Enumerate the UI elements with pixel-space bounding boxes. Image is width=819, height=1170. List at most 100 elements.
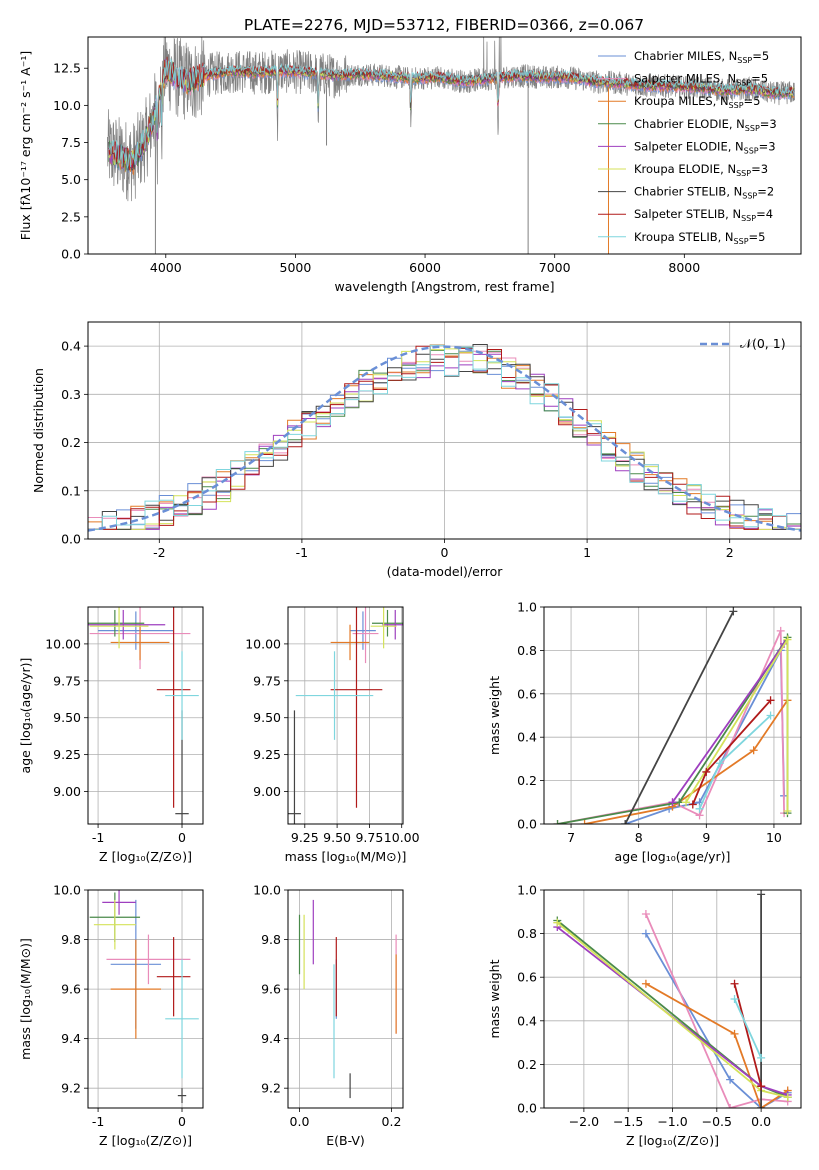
mass-weight-vs-age-plot-area — [553, 607, 792, 824]
model-spectrum-9 — [108, 57, 795, 170]
y-tick-label: 2.5 — [61, 209, 81, 224]
age-vs-z-plot-area — [88, 607, 199, 824]
weight-marker — [757, 1053, 766, 1062]
weight-marker — [641, 909, 650, 918]
x-tick-label: 8 — [635, 830, 643, 845]
x-tick-label: 2 — [726, 545, 734, 560]
weight-marker — [641, 929, 650, 938]
residual-histogram-9 — [88, 344, 801, 530]
mass-vs-z-panel: -1 0 9.2 9.4 9.6 9.8 10.0 Z [log₁₀(Z/Z⊙)] mass [… — [18, 883, 204, 1148]
legend-label-8: Salpeter STELIB, NSSP=4 — [634, 207, 773, 223]
mass-weight-vs-age-panel: 7 8 9 10 0.0 0.2 0.4 0.6 0.8 1.0 age [log₁₀(age/yr… — [487, 600, 802, 864]
y-tick-label: 9.00 — [253, 784, 281, 799]
weight-marker — [695, 804, 704, 813]
legend-label-2: Salpeter MILES, NSSP=5 — [634, 72, 768, 88]
legend-label-text: Kroupa ELODIE, N — [634, 162, 736, 176]
gaussian-curve — [88, 345, 801, 532]
legend-label-subscript: SSP — [741, 214, 756, 223]
axes-frame — [87, 606, 204, 825]
y-tick-label: 9.2 — [61, 1081, 81, 1096]
y-tick-label: 0.0 — [61, 532, 81, 547]
y-tick-label: 0.2 — [61, 435, 81, 450]
legend-label-subscript: SSP — [744, 146, 759, 155]
weight-marker — [715, 759, 724, 768]
x-axis-label: E(B-V) — [326, 1133, 365, 1148]
legend-label-count: =2 — [757, 185, 774, 199]
x-tick-label: 0.0 — [290, 1114, 310, 1129]
y-tick-label: 0.6 — [517, 970, 537, 985]
weight-line-5 — [671, 643, 785, 803]
y-tick-label: 10.0 — [53, 883, 81, 898]
weight-marker — [766, 711, 775, 720]
x-tick-label: −1.0 — [657, 1114, 687, 1129]
figure-title: PLATE=2276, MJD=53712, FIBERID=0366, z=0… — [244, 16, 644, 34]
x-axis-label: Z [log₁₀(Z/Z⊙)] — [626, 1133, 719, 1148]
legend-label-subscript: SSP — [736, 79, 751, 88]
weight-marker — [675, 798, 684, 807]
residual-histogram-2 — [88, 350, 801, 530]
mass-vs-ebv-panel: 0.0 0.2 9.2 9.4 9.6 9.8 10.0 E(B-V) — [253, 883, 404, 1148]
y-tick-label: 9.00 — [53, 784, 81, 799]
legend-label-text: Salpeter ELODIE, N — [634, 139, 744, 153]
x-axis-label: (data-model)/error — [387, 564, 504, 579]
legend-label-subscript: SSP — [737, 56, 752, 65]
legend-label-text: Salpeter MILES, N — [634, 72, 736, 86]
y-axis-label: mass [log₁₀(M/M⊙)] — [18, 938, 33, 1060]
legend-label-subscript: SSP — [734, 237, 749, 246]
legend-label-1: Chabrier MILES, NSSP=5 — [634, 49, 769, 65]
y-tick-label: 9.4 — [61, 1031, 81, 1046]
x-tick-label: 9.50 — [323, 830, 351, 845]
x-tick-label: 5000 — [280, 260, 312, 275]
x-tick-label: 9 — [702, 830, 710, 845]
legend-label-subscript: SSP — [736, 169, 751, 178]
x-tick-label: 1 — [583, 545, 591, 560]
legend-label-text: Chabrier MILES, N — [634, 49, 737, 63]
legend-label-6: Kroupa ELODIE, NSSP=3 — [634, 162, 768, 178]
y-tick-label: 9.8 — [61, 932, 81, 947]
x-tick-label: 7 — [567, 830, 575, 845]
weight-marker — [553, 820, 562, 824]
x-tick-label: 6000 — [409, 260, 441, 275]
spectrum-plot-area — [107, 37, 795, 254]
y-axis-label: mass weight — [487, 676, 502, 755]
legend-label-9: Kroupa STELIB, NSSP=5 — [634, 230, 765, 246]
legend-label-text: Kroupa MILES, N — [634, 94, 729, 108]
y-axis-label: Flux [fλ10⁻¹⁷ erg cm⁻² s⁻¹ A⁻¹] — [18, 51, 33, 240]
axes-frame — [287, 889, 404, 1109]
weight-marker — [682, 798, 691, 807]
weight-marker — [580, 820, 589, 824]
mass-vs-z-plot-area — [89, 890, 199, 1104]
y-tick-label: 0.0 — [61, 247, 81, 262]
x-axis-label: wavelength [Angstrom, rest frame] — [334, 279, 554, 294]
weight-marker — [688, 800, 697, 809]
weight-line-2 — [645, 913, 788, 1108]
y-tick-label: 7.5 — [61, 135, 81, 150]
x-axis-label: Z [log₁₀(Z/Z⊙)] — [99, 1133, 192, 1148]
legend-label-subscript: SSP — [742, 192, 757, 201]
x-tick-label: 0 — [178, 1114, 186, 1129]
weight-marker — [726, 1104, 735, 1108]
weight-marker — [726, 1075, 735, 1084]
mass-vs-ebv-plot-area — [298, 899, 397, 1099]
y-tick-label: 0.4 — [517, 730, 537, 745]
x-tick-label: 4000 — [150, 260, 182, 275]
y-tick-label: 0.2 — [517, 773, 537, 788]
x-tick-label: −0.5 — [702, 1114, 732, 1129]
legend-label-count: =3 — [751, 162, 768, 176]
axes-frame — [287, 606, 404, 825]
x-tick-label: 10.00 — [384, 830, 420, 845]
x-tick-label: 9.25 — [291, 830, 319, 845]
mass-weight-vs-z-plot-area — [553, 890, 792, 1108]
y-tick-label: 9.75 — [53, 673, 81, 688]
legend-label-count: =5 — [752, 49, 769, 63]
panels: 4000 5000 6000 7000 80000.02.55.07.510.012.5… — [18, 36, 802, 1148]
weight-marker — [553, 918, 562, 927]
residuals-plot-area — [88, 344, 801, 532]
y-tick-label: 10.0 — [53, 98, 81, 113]
legend-label-text: Kroupa STELIB, N — [634, 230, 734, 244]
legend-label-5: Salpeter ELODIE, NSSP=3 — [634, 139, 776, 155]
y-tick-label: 12.5 — [53, 61, 81, 76]
y-tick-label: 9.50 — [253, 710, 281, 725]
x-tick-label: 10 — [766, 830, 782, 845]
